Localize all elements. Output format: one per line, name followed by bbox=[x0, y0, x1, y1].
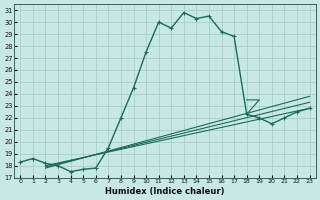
X-axis label: Humidex (Indice chaleur): Humidex (Indice chaleur) bbox=[105, 187, 225, 196]
